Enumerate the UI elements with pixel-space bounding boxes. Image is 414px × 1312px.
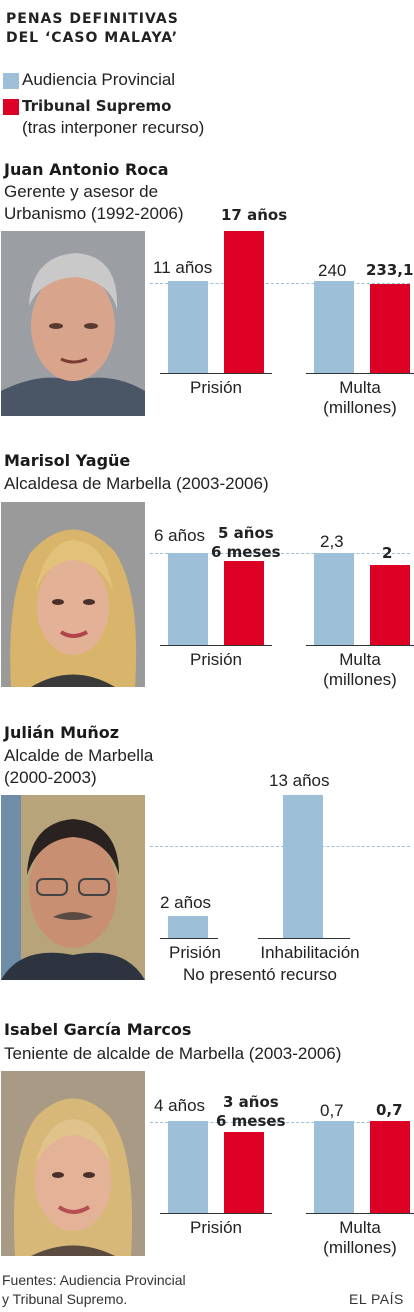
bar-garcia-multa-audiencia xyxy=(314,1121,354,1213)
person-role-yague-1: Alcaldesa de Marbella (2003-2006) xyxy=(4,474,269,493)
bar-yague-prision-supremo xyxy=(224,561,264,645)
category-label-roca-multa-2: (millones) xyxy=(323,398,397,417)
category-label-yague-multa-2: (millones) xyxy=(323,670,397,689)
category-label-roca-multa-1: Multa xyxy=(339,378,381,397)
legend-swatch-audiencia xyxy=(3,73,19,89)
value-label-garcia-prision-supremo-2: 6 meses xyxy=(216,1112,286,1130)
person-role-munoz-2: (2000-2003) xyxy=(4,768,97,787)
source-line-1: Fuentes: Audiencia Provincial xyxy=(2,1272,186,1288)
category-label-yague-multa-1: Multa xyxy=(339,650,381,669)
bar-roca-multa-audiencia xyxy=(314,281,354,373)
axis-munoz-inhabilitacion xyxy=(258,938,350,939)
graphic-title: PENAS DEFINITIVAS DEL ‘CASO MALAYA’ xyxy=(6,10,179,48)
category-label-garcia-multa-2: (millones) xyxy=(323,1238,397,1257)
value-label-munoz-prision: 2 años xyxy=(160,893,212,912)
value-label-roca-multa-supremo: 233,1 xyxy=(366,261,414,279)
person-name-garcia-marcos: Isabel García Marcos xyxy=(4,1020,192,1039)
value-label-munoz-inhabilitacion: 13 años xyxy=(269,771,330,790)
reference-line-roca xyxy=(150,283,410,284)
legend-label-supremo: Tribunal Supremo xyxy=(22,97,172,115)
title-line-2: DEL ‘CASO MALAYA’ xyxy=(6,30,179,46)
portrait-roca xyxy=(1,231,145,416)
category-label-munoz-prision: Prisión xyxy=(169,943,221,962)
axis-yague-multa xyxy=(306,645,414,646)
value-label-yague-prision-audiencia: 6 años xyxy=(154,526,206,545)
category-label-munoz-inhabilitacion: Inhabilitación xyxy=(260,943,360,962)
woman-portrait-photo xyxy=(1,502,145,687)
source-line-2: y Tribunal Supremo. xyxy=(2,1291,128,1307)
bar-munoz-inhabilitacion xyxy=(283,795,323,938)
man-portrait-photo xyxy=(1,231,145,416)
category-label-garcia-prision: Prisión xyxy=(190,1218,242,1237)
bar-yague-prision-audiencia xyxy=(168,553,208,645)
person-role-garcia-marcos-1: Teniente de alcalde de Marbella (2003-20… xyxy=(4,1044,342,1063)
bar-yague-multa-supremo xyxy=(370,565,410,645)
value-label-roca-multa-audiencia: 240 xyxy=(318,261,347,280)
value-label-garcia-prision-supremo-1: 3 años xyxy=(223,1093,279,1111)
category-label-roca-prision: Prisión xyxy=(190,378,242,397)
category-label-yague-prision: Prisión xyxy=(190,650,242,669)
person-role-roca-2: Urbanismo (1992-2006) xyxy=(4,204,184,223)
bar-munoz-prision xyxy=(168,916,208,938)
person-name-yague: Marisol Yagüe xyxy=(4,451,131,470)
value-label-yague-prision-supremo-1: 5 años xyxy=(218,524,274,542)
bar-roca-multa-supremo xyxy=(370,284,410,373)
axis-garcia-prision xyxy=(160,1213,272,1214)
person-role-munoz-1: Alcalde de Marbella xyxy=(4,746,154,765)
woman-portrait-photo xyxy=(1,1071,145,1256)
bar-yague-multa-audiencia xyxy=(314,553,354,645)
person-name-munoz: Julián Muñoz xyxy=(4,723,120,742)
value-label-yague-multa-audiencia: 2,3 xyxy=(320,532,344,551)
person-name-roca: Juan Antonio Roca xyxy=(4,160,169,179)
value-label-garcia-multa-audiencia: 0,7 xyxy=(320,1101,344,1120)
title-line-1: PENAS DEFINITIVAS xyxy=(6,11,179,27)
portrait-garcia-marcos xyxy=(1,1071,145,1256)
reference-line-munoz xyxy=(150,846,410,847)
bar-roca-prision-audiencia xyxy=(168,281,208,373)
legend-label-audiencia: Audiencia Provincial xyxy=(22,70,176,89)
person-role-roca-1: Gerente y asesor de xyxy=(4,182,159,201)
value-label-roca-prision-supremo: 17 años xyxy=(221,206,288,224)
value-label-garcia-multa-supremo: 0,7 xyxy=(376,1101,403,1119)
value-label-roca-prision-audiencia: 11 años xyxy=(153,258,213,277)
axis-roca-prision xyxy=(160,373,272,374)
value-label-yague-prision-supremo-2: 6 meses xyxy=(211,543,281,561)
man-portrait-photo xyxy=(1,795,145,980)
portrait-munoz xyxy=(1,795,145,980)
legend-swatch-supremo xyxy=(3,99,19,115)
category-label-garcia-multa-1: Multa xyxy=(339,1218,381,1237)
bar-garcia-multa-supremo xyxy=(370,1121,410,1213)
bar-roca-prision-supremo xyxy=(224,231,264,373)
axis-roca-multa xyxy=(306,373,414,374)
axis-munoz-prision xyxy=(160,938,218,939)
axis-garcia-multa xyxy=(306,1213,414,1214)
portrait-yague xyxy=(1,502,145,687)
legend-sublabel-supremo: (tras interponer recurso) xyxy=(22,118,205,137)
axis-yague-prision xyxy=(160,645,272,646)
value-label-garcia-prision-audiencia: 4 años xyxy=(154,1096,206,1115)
value-label-yague-multa-supremo: 2 xyxy=(382,544,393,562)
note-no-recurso: No presentó recurso xyxy=(182,965,338,984)
bar-garcia-prision-supremo xyxy=(224,1132,264,1213)
brand-logo: EL PAÍS xyxy=(349,1291,404,1307)
reference-line-yague xyxy=(150,553,410,554)
reference-line-garcia-marcos xyxy=(150,1122,410,1123)
bar-garcia-prision-audiencia xyxy=(168,1121,208,1213)
